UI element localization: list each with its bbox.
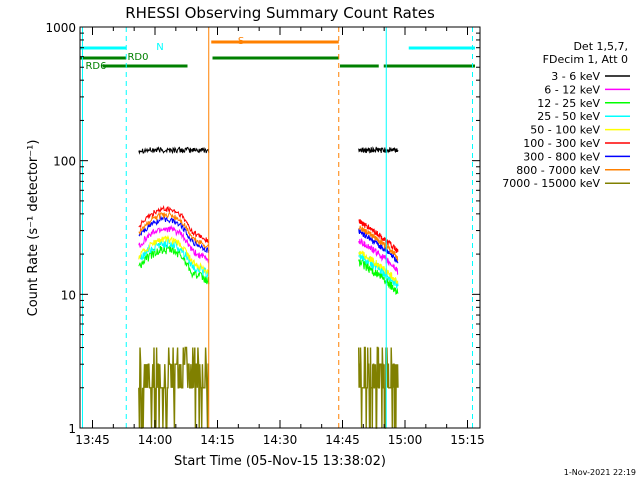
series-trace [138,346,399,429]
legend-entry-label: 800 - 7000 keV [516,164,600,177]
series-line-segment [138,346,209,429]
footer-timestamp: 1-Nov-2021 22:19 [564,468,636,477]
legend-entry-label: 25 - 50 keV [537,110,600,123]
series-trace [138,215,399,264]
series-line-segment [138,224,210,264]
series-line-segment [358,225,399,262]
legend-entry-label: 6 - 12 keV [544,83,600,96]
legend-entry-label: 12 - 25 keV [537,97,600,110]
legend-entry-label: 50 - 100 keV [530,124,600,137]
legend-header-line: Det 1,5,7, [573,40,628,53]
series-line-segment [358,228,399,264]
y-axis: 1 10 100 1000 [45,21,480,436]
series-line-segment [138,215,210,254]
chart-title: RHESSI Observing Summary Count Rates [125,4,435,22]
y-tick-label: 1000 [45,21,76,35]
x-tick-label: 14:30 [263,433,298,447]
legend-entry-label: 300 - 800 keV [523,150,600,163]
series-line-segment [138,237,210,278]
y-axis-label: Count Rate (s⁻¹ detector⁻¹) [26,140,41,317]
series-line-segment [138,146,210,155]
y-tick-label: 100 [53,155,76,169]
series-line-segment [358,259,399,296]
flag-label: RD0 [127,52,148,63]
series-trace [138,224,399,276]
y-tick-label: 10 [61,288,76,302]
series-line-segment [138,211,210,249]
series-trace [138,234,399,285]
x-tick-label: 13:45 [75,433,110,447]
y-tick-label: 1 [68,422,76,436]
series-line-segment [138,205,210,244]
x-tick-label: 15:15 [450,433,485,447]
x-tick-label: 14:15 [200,433,235,447]
series-line-segment [358,219,399,254]
x-axis: 13:45 14:00 14:15 14:30 14:45 15:00 15:15 [75,27,485,447]
legend-header-line: FDecim 1, Att 0 [543,53,628,66]
legend-entry-label: 3 - 6 keV [551,70,600,83]
legend-entry-label: 7000 - 15000 keV [502,177,600,190]
series-line-segment [358,237,399,276]
series-trace [138,146,399,155]
x-axis-label: Start Time (05-Nov-15 13:38:02) [174,454,386,469]
flag-label: S [238,36,244,47]
series-line-segment [358,346,399,429]
x-tick-label: 14:00 [138,433,173,447]
x-tick-label: 14:45 [325,433,360,447]
series-line-segment [138,234,210,274]
legend-entry-label: 100 - 300 keV [523,137,600,150]
series-line-segment [358,146,399,154]
flag-label: RD6 [85,61,106,72]
x-tick-label: 15:00 [388,433,423,447]
series-line-segment [358,250,399,285]
flag-label: N [156,42,163,53]
series-trace [138,211,399,262]
series-trace [138,205,399,254]
